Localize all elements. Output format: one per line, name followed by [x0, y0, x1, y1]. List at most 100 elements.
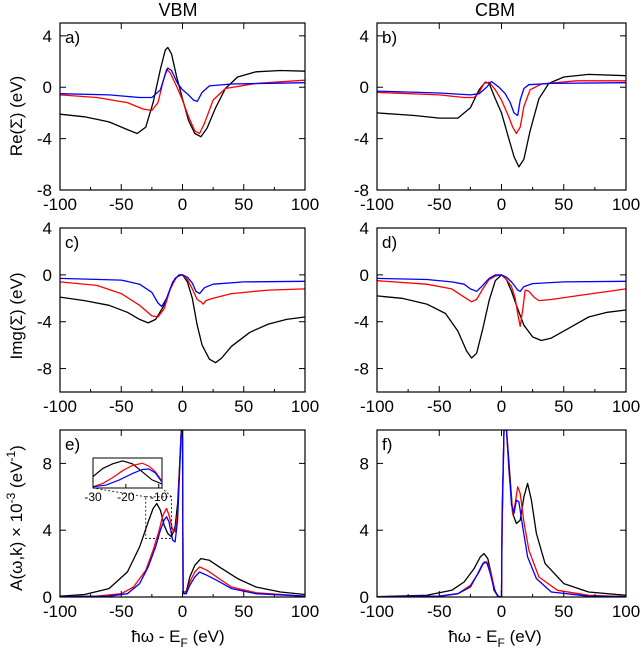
x-tick-label-b: 50	[554, 195, 573, 214]
y-tick-label-d: 4	[360, 219, 369, 238]
column-title-vbm: VBM	[158, 0, 197, 20]
y-axis-title-imag-self-energy: Img(Σ) (eV)	[7, 272, 26, 359]
x-tick-label-a: 0	[178, 195, 187, 214]
panel-label-e: e)	[65, 435, 80, 454]
y-tick-label-e: 4	[43, 521, 52, 540]
series-line-b-blue	[377, 80, 626, 117]
x-tick-label-c: 50	[234, 397, 253, 416]
series-line-a-red	[60, 68, 305, 135]
series-line-c-blue	[60, 274, 305, 308]
panel-f: -100 -50 0 50 100 0 4 8 f)	[360, 429, 640, 621]
series-line-a-blue	[60, 67, 305, 103]
panel-label-c: c)	[65, 233, 79, 252]
x-tick-label-a: 100	[291, 195, 319, 214]
panel-a: -100 -50 0 50 100 4 0 -4 -8 a)	[37, 22, 319, 214]
y-axis-title-spectral-unit: (eV	[7, 461, 26, 493]
series-line-b-black	[377, 73, 626, 168]
y-tick-label-f: 0	[360, 588, 369, 607]
y-tick-label-c: 0	[43, 266, 52, 285]
x-tick-label-e: 0	[178, 602, 187, 621]
y-tick-label-b: -4	[354, 130, 369, 149]
y-axis-title-spectral-main: A(ω,k) × 10	[7, 503, 26, 590]
x-tick-label-e: -100	[43, 602, 77, 621]
x-axis-title-right: ħω - EF (eV)	[448, 627, 541, 648]
inset-x-tick-label: -30	[84, 490, 102, 504]
panels: -100 -50 0 50 100 4 0 -4 -8 a) -100 -50 0 50 100 4 0 -4 -8…	[37, 22, 640, 621]
x-tick-label-e: 50	[234, 602, 253, 621]
panel-label-b: b)	[382, 28, 397, 47]
panel-frame-c	[59, 227, 306, 393]
y-axis-title-spectral-unit-close: )	[7, 445, 26, 451]
series-line-c-black	[60, 274, 305, 364]
x-axis-title-left: ħω - EF (eV)	[131, 627, 224, 648]
x-tick-label-f: 0	[497, 602, 506, 621]
series-line-d-black	[377, 274, 626, 359]
x-tick-label-f: -100	[360, 602, 394, 621]
panel-e-plot-area	[60, 430, 305, 597]
y-tick-label-d: -8	[354, 360, 369, 379]
y-tick-label-c: -4	[37, 313, 52, 332]
x-tick-label-d: 100	[612, 397, 640, 416]
y-tick-label-c: -8	[37, 360, 52, 379]
y-tick-label-f: 4	[360, 521, 369, 540]
x-tick-label-b: -100	[360, 195, 394, 214]
y-axis-title-real-self-energy: Re(Σ) (eV)	[7, 76, 26, 156]
y-tick-label-a: 4	[43, 27, 52, 46]
y-axis-title-spectral-unit-exp: -1	[4, 451, 18, 462]
y-axis-title-spectral-exp: -3	[4, 492, 18, 503]
y-tick-label-e: 8	[43, 454, 52, 473]
panel-frame-d	[376, 227, 627, 393]
x-tick-label-e: -50	[109, 602, 134, 621]
x-axis-title-right-unit: (eV)	[505, 627, 542, 646]
panel-label-d: d)	[382, 233, 397, 252]
x-tick-label-b: 0	[497, 195, 506, 214]
panel-d-plot-area	[377, 274, 626, 359]
x-tick-label-d: 0	[497, 397, 506, 416]
y-tick-label-e: 0	[43, 588, 52, 607]
x-tick-label-b: 100	[612, 195, 640, 214]
x-tick-label-e: 100	[291, 602, 319, 621]
series-line-a-black	[60, 46, 305, 138]
y-tick-label-b: 0	[360, 78, 369, 97]
panel-frame-b	[376, 22, 627, 191]
inset-series-line-black	[93, 460, 162, 485]
y-tick-label-c: 4	[43, 219, 52, 238]
series-line-b-red	[377, 80, 626, 135]
x-tick-label-d: -100	[360, 397, 394, 416]
x-tick-label-f: -50	[427, 602, 452, 621]
panel-b: -100 -50 0 50 100 4 0 -4 -8 b)	[354, 22, 640, 214]
panel-label-a: a)	[65, 28, 80, 47]
panel-a-plot-area	[60, 46, 305, 138]
panel-d: -100 -50 0 50 100 4 0 -4 -8 d)	[354, 219, 640, 416]
y-tick-label-a: 0	[43, 78, 52, 97]
panel-c-plot-area	[60, 274, 305, 364]
inset-e: -30 -20 -10	[84, 457, 168, 504]
x-axis-title-left-sub: F	[181, 636, 188, 648]
y-tick-label-d: -4	[354, 313, 369, 332]
series-line-f-blue	[377, 430, 626, 597]
panel-frame-a	[59, 22, 306, 191]
x-axis-title-left-main: ħω - E	[131, 627, 180, 646]
series-line-c-red	[60, 274, 305, 318]
series-line-d-red	[377, 274, 626, 328]
y-tick-label-b: -8	[354, 181, 369, 200]
x-axis-title-right-sub: F	[498, 636, 505, 648]
series-line-d-blue	[377, 274, 626, 292]
x-tick-label-f: 50	[554, 602, 573, 621]
series-line-e-blue	[60, 430, 305, 597]
x-tick-label-c: 0	[178, 397, 187, 416]
x-tick-label-a: -50	[109, 195, 134, 214]
inset-series-line-blue	[93, 468, 162, 488]
x-tick-label-a: -100	[43, 195, 77, 214]
panel-label-f: f)	[382, 435, 392, 454]
column-title-cbm: CBM	[475, 0, 515, 20]
y-tick-label-a: -8	[37, 181, 52, 200]
panel-b-plot-area	[377, 73, 626, 168]
x-tick-label-c: -100	[43, 397, 77, 416]
inset-connector-left	[92, 487, 146, 498]
x-tick-label-d: 50	[554, 397, 573, 416]
x-tick-label-b: -50	[427, 195, 452, 214]
inset-zoom-box	[145, 496, 172, 539]
panel-e: -100 -50 0 50 100 0 4 8 e)-30 -20 -10	[43, 429, 319, 621]
